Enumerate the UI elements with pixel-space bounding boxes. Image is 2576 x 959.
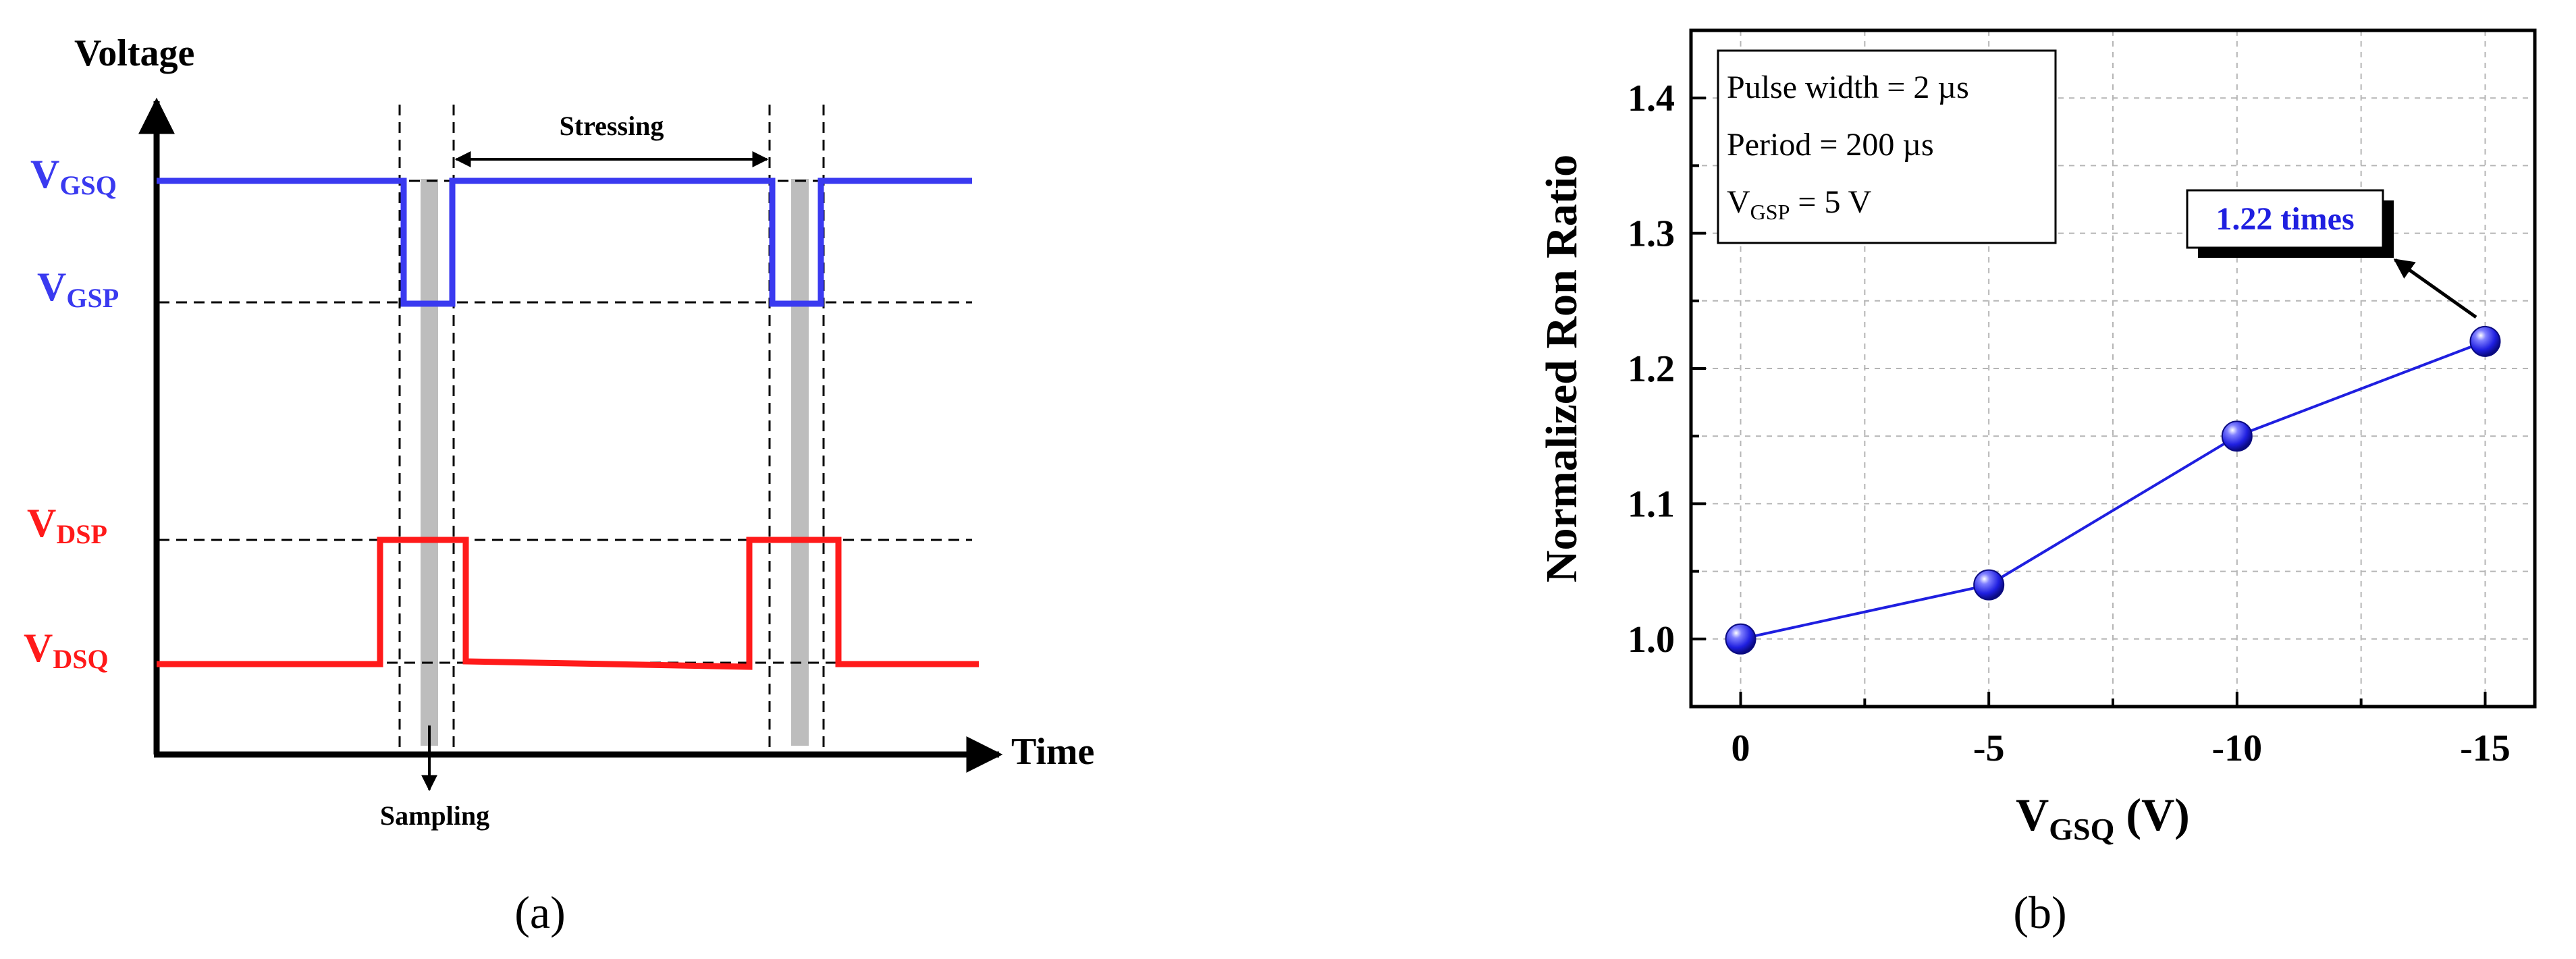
data-point	[1725, 623, 1756, 655]
label-vgsq: VGSQ	[30, 152, 117, 200]
sampling-band-2	[791, 179, 809, 746]
time-axis-label: Time	[1011, 731, 1094, 773]
data-point	[1973, 569, 2005, 601]
voltage-axis-label: Voltage	[74, 32, 194, 74]
info-period: Period = 200 µs	[1727, 127, 1934, 163]
annotation-1-22-times: 1.22 times	[2186, 189, 2477, 319]
annotation-arrow	[2393, 258, 2477, 319]
label-vdsq: VDSQ	[24, 626, 109, 674]
y-axis-title: Normalized Ron Ratio	[1537, 155, 1586, 582]
label-vgsp: VGSP	[37, 265, 119, 313]
annotation-text: 1.22 times	[2216, 201, 2354, 237]
info-box: Pulse width = 2 µs Period = 200 µs VGSP …	[1717, 49, 2057, 244]
info-pulse-width: Pulse width = 2 µs	[1727, 70, 1969, 105]
y-tick-label: 1.2	[1628, 348, 1675, 390]
panel-b-ron-ratio-chart: 0 -5 -10 -15 1.0 1.1 1.2 1.3 1.4 Pulse width = 2…	[1537, 28, 2537, 938]
tick-labels: 0 -5 -10 -15 1.0 1.1 1.2 1.3 1.4	[1628, 78, 2511, 769]
data-point	[2469, 325, 2501, 357]
stressing-label: Stressing	[560, 111, 664, 141]
y-tick-label: 1.4	[1628, 78, 1675, 119]
annotation-frame	[2186, 189, 2384, 249]
data-point	[2221, 420, 2253, 452]
x-tick-label: -15	[2460, 728, 2511, 769]
sampling-band-1	[421, 179, 438, 746]
info-box-frame	[1717, 49, 2057, 244]
data-points	[1725, 325, 2501, 655]
caption-b: (b)	[2013, 887, 2066, 938]
label-vdsp: VDSP	[27, 501, 107, 549]
level-guides	[159, 180, 972, 664]
x-tick-label: -10	[2211, 728, 2262, 769]
y-tick-label: 1.1	[1628, 483, 1675, 525]
y-tick-label: 1.3	[1628, 213, 1675, 255]
sampling-label: Sampling	[380, 800, 489, 831]
panel-a-timing-diagram: Stressing Sampling Voltage Time VGSQ VGS…	[24, 32, 1094, 938]
ticks	[1691, 97, 2487, 707]
x-tick-label: -5	[1973, 728, 2005, 769]
x-axis-title: VGSQ (V)	[2016, 789, 2190, 846]
vds-waveform	[157, 537, 979, 670]
x-tick-label: 0	[1732, 728, 1750, 769]
caption-a: (a)	[514, 887, 565, 938]
y-tick-label: 1.0	[1628, 619, 1675, 661]
info-vgsp: VGSP = 5 V	[1727, 184, 1872, 224]
vgs-waveform	[157, 177, 972, 307]
series-line	[1740, 340, 2486, 640]
